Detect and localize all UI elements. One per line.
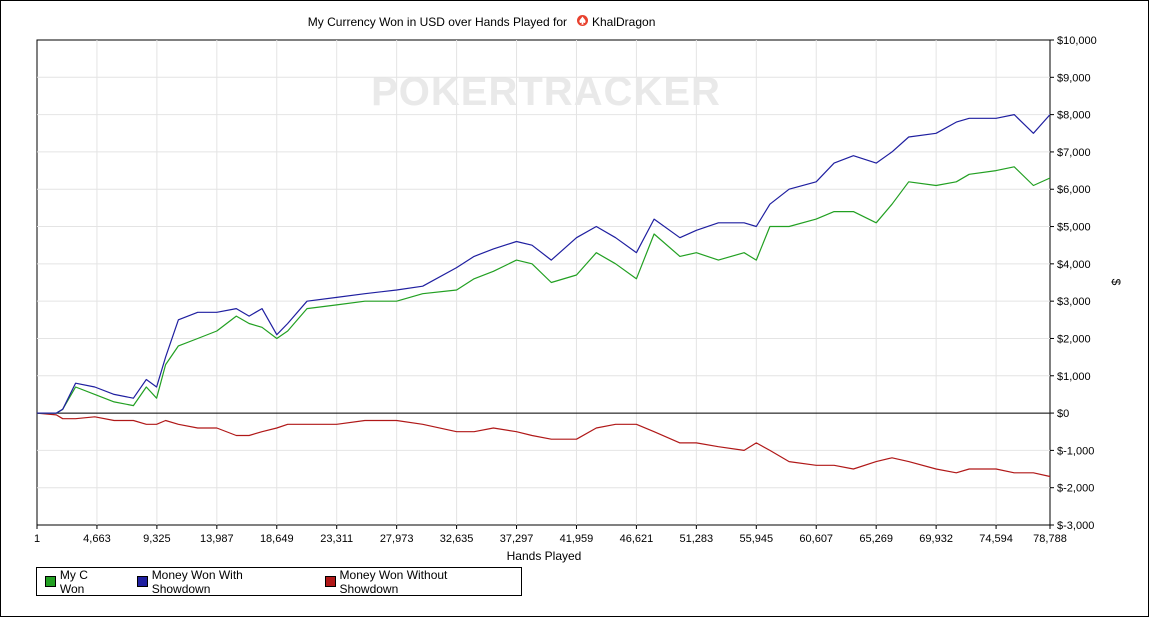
x-tick-label: 74,594 <box>979 533 1013 545</box>
x-tick-label: 37,297 <box>500 533 534 545</box>
x-tick-label: 23,311 <box>320 533 353 545</box>
x-tick-label: 1 <box>34 533 40 545</box>
legend-swatch <box>45 576 56 587</box>
y-tick-label: $8,000 <box>1057 110 1091 122</box>
watermark: POKERTRACKER <box>371 70 721 114</box>
y-axis-label: $ <box>1109 279 1123 286</box>
x-tick-label: 18,649 <box>260 533 294 545</box>
y-tick-label: $5,000 <box>1057 222 1091 234</box>
x-tick-label: 69,932 <box>919 533 953 545</box>
y-tick-label: $6,000 <box>1057 184 1091 196</box>
grid <box>37 40 1050 525</box>
y-tick-label: $9,000 <box>1057 72 1091 84</box>
series-line-my-c-won <box>37 166 1051 414</box>
y-tick-label: $-1,000 <box>1057 445 1094 457</box>
x-tick-label: 60,607 <box>799 533 833 545</box>
x-tick-label: 51,283 <box>680 533 714 545</box>
y-tick-label: $-3,000 <box>1057 520 1094 532</box>
x-tick-label: 55,945 <box>739 533 773 545</box>
x-tick-label: 32,635 <box>440 533 474 545</box>
plot-area <box>36 39 1051 526</box>
player-name: KhalDragon <box>592 15 655 29</box>
legend-label: My C Won <box>59 567 88 596</box>
x-axis-label: Hands Played <box>507 549 582 563</box>
y-axis: $-3,000 $-2,000 $-1,000 $0 $1,000 $2,000 $3,00… <box>1050 35 1097 532</box>
y-tick-label: $10,000 <box>1057 35 1097 47</box>
legend-swatch <box>136 576 148 587</box>
y-tick-label: $-2,000 <box>1057 483 1094 495</box>
y-tick-label: $3,000 <box>1057 296 1091 308</box>
x-tick-label: 4,663 <box>83 533 111 545</box>
spade-icon <box>577 15 588 26</box>
y-tick-label: $1,000 <box>1057 371 1091 383</box>
x-tick-label: 27,973 <box>380 533 414 545</box>
x-tick-label: 13,987 <box>200 533 234 545</box>
chart-title: My Currency Won in USD over Hands Played… <box>308 15 567 29</box>
legend-label: Money Won With Showdown <box>151 567 243 596</box>
legend-item: Money Won Without Showdown <box>324 567 507 596</box>
series-line-money-won-with-showdown <box>37 113 1051 414</box>
legend-item: Money Won With Showdown <box>136 567 303 596</box>
y-tick-label: $7,000 <box>1057 147 1091 159</box>
x-tick-label: 65,269 <box>859 533 893 545</box>
y-tick-label: $0 <box>1057 408 1069 420</box>
legend: My C Won Money Won With Showdown Money Won… <box>36 567 522 596</box>
legend-item: My C Won <box>45 568 115 596</box>
y-tick-label: $2,000 <box>1057 333 1091 345</box>
x-tick-label: 9,325 <box>143 533 171 545</box>
x-axis: 1 4,663 9,325 13,987 18,649 23,311 27,973 32,63… <box>34 525 1067 545</box>
legend-swatch <box>324 576 336 587</box>
x-tick-label: 41,959 <box>560 533 594 545</box>
x-tick-label: 78,788 <box>1033 533 1067 545</box>
y-tick-label: $4,000 <box>1057 259 1091 271</box>
x-tick-label: 46,621 <box>620 533 654 545</box>
legend-label: Money Won Without Showdown <box>339 567 448 596</box>
series-layer <box>36 113 1051 478</box>
series-line-money-won-without-showdown <box>36 412 1051 478</box>
